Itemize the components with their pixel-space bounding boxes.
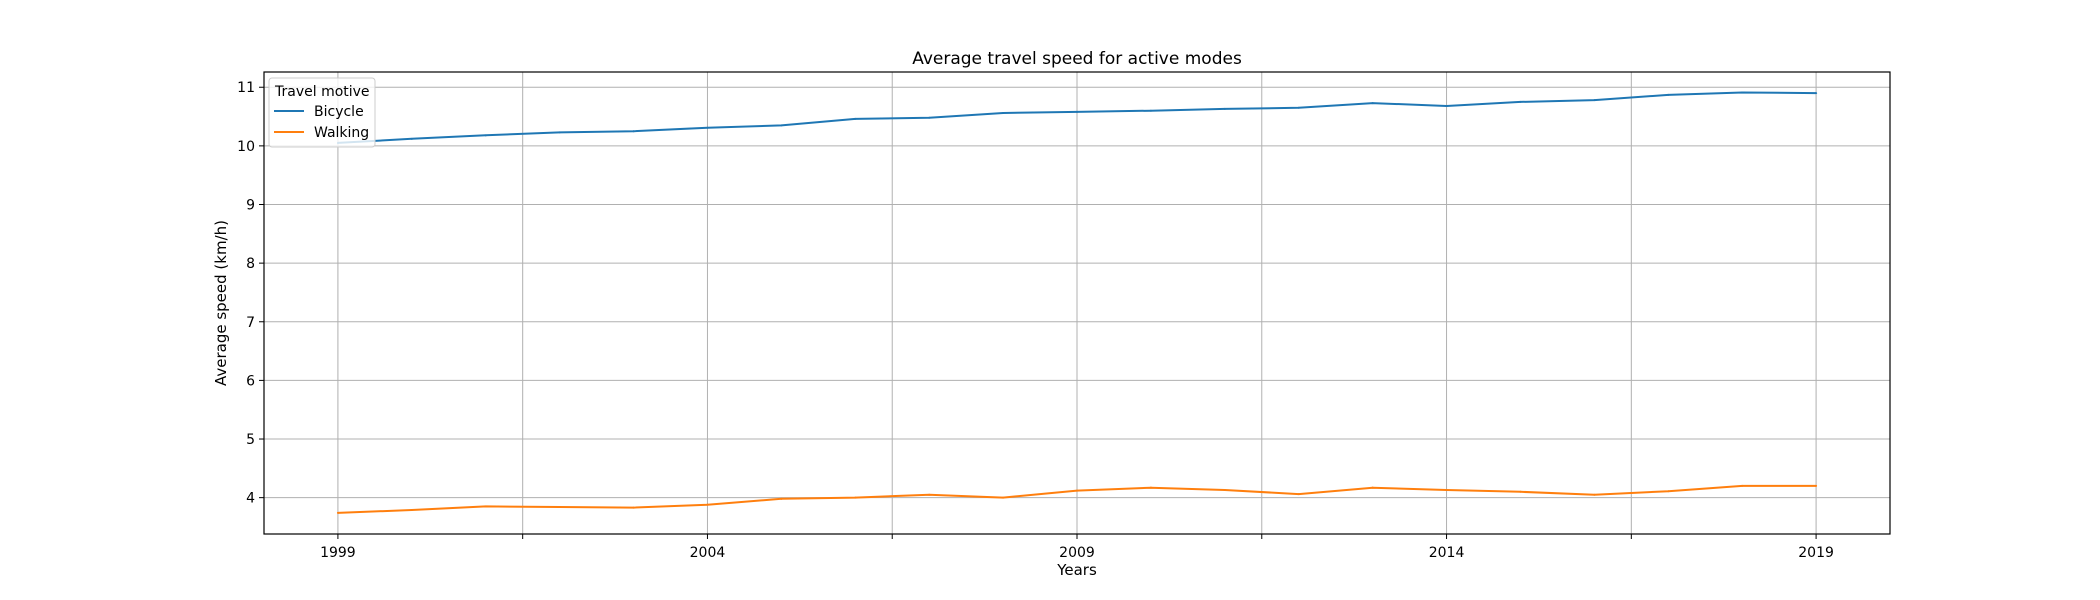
axis-ticks: 1999 2004 2009 2014 2019 4 5 6 7 8 9 10 11 (237, 80, 1834, 561)
data-point-walking (410, 508, 413, 511)
data-point-bicycle (1223, 107, 1226, 110)
x-tick-label: 1999 (320, 545, 356, 561)
data-point-walking (1519, 490, 1522, 493)
legend-label-walking: Walking (314, 125, 369, 141)
data-point-walking (1297, 493, 1300, 496)
data-point-walking (854, 496, 857, 499)
legend: Travel motive Bicycle Walking (268, 77, 376, 148)
x-axis-label: Years (1056, 561, 1097, 579)
data-point-walking (706, 503, 709, 506)
data-point-bicycle (1149, 109, 1152, 112)
data-point-walking (632, 506, 635, 509)
x-tick-label: 2019 (1798, 545, 1834, 561)
y-tick-label: 10 (237, 139, 255, 155)
data-point-walking (1667, 490, 1670, 493)
series-lines (336, 91, 1818, 514)
x-tick-label: 2004 (690, 545, 726, 561)
data-point-bicycle (558, 131, 561, 134)
legend-title: Travel motive (274, 84, 370, 100)
y-tick-label: 5 (246, 432, 255, 448)
data-point-walking (1815, 484, 1818, 487)
data-point-bicycle (1297, 106, 1300, 109)
grid-lines (264, 72, 1890, 534)
y-tick-label: 4 (246, 491, 255, 507)
data-point-walking (1002, 496, 1005, 499)
y-tick-label: 7 (246, 315, 255, 331)
data-point-walking (558, 506, 561, 509)
y-tick-label: 6 (246, 373, 255, 389)
data-point-walking (1371, 486, 1374, 489)
data-point-bicycle (1076, 110, 1078, 113)
data-point-walking (336, 511, 339, 514)
data-point-bicycle (780, 124, 783, 127)
data-point-bicycle (484, 134, 487, 137)
data-point-walking (484, 505, 487, 508)
data-point-bicycle (1445, 105, 1448, 108)
legend-label-bicycle: Bicycle (314, 104, 364, 120)
data-point-bicycle (1815, 92, 1818, 95)
data-point-walking (1076, 489, 1078, 492)
data-point-bicycle (1593, 99, 1596, 102)
data-point-walking (1741, 484, 1744, 487)
data-point-walking (780, 497, 783, 500)
data-point-bicycle (1741, 91, 1744, 94)
data-point-walking (1593, 493, 1596, 496)
x-tick-label: 2014 (1429, 545, 1465, 561)
data-point-walking (928, 493, 931, 496)
chart-title: Average travel speed for active modes (912, 49, 1242, 69)
y-tick-label: 9 (246, 198, 255, 214)
data-point-bicycle (928, 116, 931, 119)
data-point-walking (1223, 489, 1226, 492)
data-point-bicycle (1002, 112, 1005, 115)
x-tick-label: 2009 (1059, 545, 1095, 561)
data-point-walking (1445, 489, 1448, 492)
legend-box (268, 77, 376, 148)
y-axis-label: Average speed (km/h) (212, 220, 230, 386)
data-point-bicycle (1371, 102, 1374, 105)
y-tick-label: 8 (246, 256, 255, 272)
data-point-bicycle (854, 117, 857, 120)
data-point-bicycle (706, 126, 709, 129)
data-point-bicycle (1519, 100, 1522, 103)
data-point-bicycle (632, 130, 635, 133)
data-point-bicycle (410, 137, 413, 140)
y-tick-label: 11 (237, 80, 255, 96)
data-point-bicycle (1667, 93, 1670, 96)
data-point-walking (1149, 486, 1152, 489)
